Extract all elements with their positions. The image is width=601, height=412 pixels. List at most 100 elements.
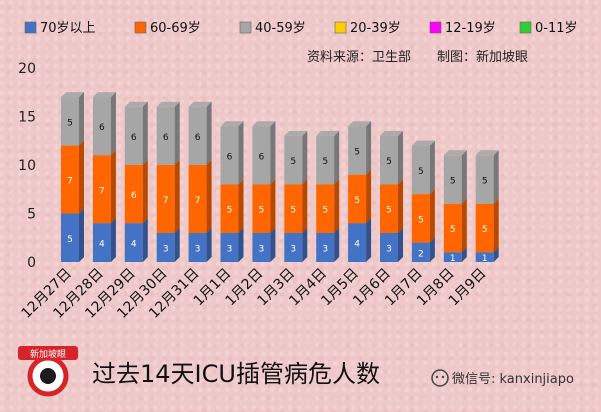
wechat-icon-inner-2 <box>441 375 445 379</box>
bar-6-0 <box>252 232 271 262</box>
legend-swatch-1 <box>134 21 147 34</box>
legend-label-0: 70岁以上 <box>40 21 96 36</box>
legend-swatch-3 <box>334 21 347 34</box>
data-label-7-1: 5 <box>290 206 296 216</box>
data-label-5-1: 5 <box>227 206 233 216</box>
bar-1-0 <box>92 223 111 262</box>
legend-item-3: 20-39岁 <box>334 21 401 36</box>
bar-side-10-0 <box>398 227 403 262</box>
bar-side-2-2 <box>142 101 148 165</box>
legend-label-4: 12-19岁 <box>445 21 496 36</box>
bar-4-2 <box>188 106 207 165</box>
bar-side-13-1 <box>493 198 499 253</box>
bar-8-2 <box>316 135 335 185</box>
bar-side-9-2 <box>366 121 372 175</box>
data-label-1-2: 6 <box>99 123 105 133</box>
bar-7-2 <box>284 135 303 185</box>
bar-side-4-0 <box>206 227 212 262</box>
bar-13-1 <box>475 203 494 253</box>
legend-swatch-5 <box>519 21 532 34</box>
data-label-3-2: 6 <box>163 133 169 143</box>
data-label-5-0: 3 <box>227 244 233 254</box>
data-label-4-1: 7 <box>195 196 201 206</box>
bar-side-6-1 <box>270 179 276 233</box>
legend-item-1: 60-69岁 <box>134 21 201 36</box>
bar-stack-9: 4 5 5 <box>348 121 372 262</box>
bar-top-0-2 <box>61 92 84 98</box>
bar-11-0 <box>411 242 430 262</box>
bar-8-1 <box>316 184 335 233</box>
bar-2-1 <box>124 165 143 224</box>
data-label-11-1: 5 <box>418 215 424 225</box>
bar-side-4-2 <box>206 101 212 165</box>
bar-side-12-0 <box>461 247 467 262</box>
bar-3-0 <box>156 232 175 262</box>
bar-top-5-2 <box>220 121 244 127</box>
bar-side-0-1 <box>79 140 84 214</box>
bar-11-1 <box>411 194 430 243</box>
bar-top-2-2 <box>124 101 148 107</box>
bar-9-1 <box>348 174 367 224</box>
bar-side-3-2 <box>174 101 180 165</box>
bar-10-2 <box>380 135 398 185</box>
bar-side-2-1 <box>142 160 148 224</box>
bar-stack-4: 3 7 6 <box>188 101 212 262</box>
y-tick-label-4: 20 <box>18 61 36 77</box>
data-label-0-2: 5 <box>67 118 73 128</box>
data-label-8-0: 3 <box>322 244 328 254</box>
bar-4-0 <box>188 232 207 262</box>
data-label-0-0: 5 <box>67 235 73 245</box>
chart-title: 过去14天ICU插管病危人数 <box>92 360 380 388</box>
bar-side-7-2 <box>302 130 308 185</box>
bar-stack-3: 3 7 6 <box>156 101 180 262</box>
bar-top-13-2 <box>475 150 499 156</box>
bar-7-0 <box>284 232 303 262</box>
data-label-8-1: 5 <box>322 206 328 216</box>
bar-3-2 <box>156 106 175 165</box>
data-label-6-2: 6 <box>259 152 265 162</box>
source-label: 资料来源：卫生部 <box>307 50 411 65</box>
y-tick-label-2: 10 <box>18 158 36 174</box>
bar-stack-1: 4 7 6 <box>92 92 116 262</box>
legend-swatch-4 <box>429 21 442 34</box>
bar-top-8-2 <box>316 130 340 136</box>
bar-side-1-0 <box>110 218 116 262</box>
bar-stack-6: 3 5 6 <box>252 121 276 262</box>
data-label-1-0: 4 <box>99 240 105 250</box>
bar-side-6-0 <box>270 227 276 262</box>
bar-5-1 <box>220 184 239 233</box>
bar-side-12-1 <box>461 198 467 253</box>
bar-side-5-0 <box>238 227 244 262</box>
logo-eye-icon <box>40 368 56 384</box>
data-label-11-0: 2 <box>418 249 424 259</box>
data-label-7-2: 5 <box>290 157 296 167</box>
bar-side-5-2 <box>238 121 244 185</box>
bar-side-3-0 <box>174 227 180 262</box>
data-label-6-1: 5 <box>259 206 265 216</box>
data-label-4-2: 6 <box>195 133 201 143</box>
data-label-10-2: 5 <box>386 157 392 167</box>
wechat-icon <box>431 369 449 387</box>
legend: 70岁以上 60-69岁 40-59岁 20-39岁 12-19岁 0-11岁 <box>24 21 578 36</box>
data-label-2-0: 4 <box>131 240 137 250</box>
bar-side-0-2 <box>79 92 84 146</box>
bar-10-0 <box>380 232 398 262</box>
wechat-id: 微信号: kanxinjiapo <box>452 372 574 387</box>
bar-12-0 <box>443 252 462 262</box>
legend-label-3: 20-39岁 <box>350 21 401 36</box>
bar-side-5-1 <box>238 179 244 233</box>
bar-top-9-2 <box>348 121 372 127</box>
bar-4-1 <box>188 165 207 233</box>
legend-swatch-2 <box>239 21 252 34</box>
bar-side-10-2 <box>398 130 403 185</box>
data-label-9-0: 4 <box>354 240 360 250</box>
bar-side-12-2 <box>461 150 467 204</box>
data-label-6-0: 3 <box>259 244 265 254</box>
bar-top-6-2 <box>252 121 276 127</box>
bar-0-1 <box>61 145 79 214</box>
data-label-13-2: 5 <box>482 177 488 187</box>
bars: 5754764663763763563563553554553552551551… <box>61 92 499 264</box>
y-tick-label-3: 15 <box>18 110 36 126</box>
data-label-1-1: 7 <box>99 186 105 196</box>
data-label-12-2: 5 <box>450 177 456 187</box>
